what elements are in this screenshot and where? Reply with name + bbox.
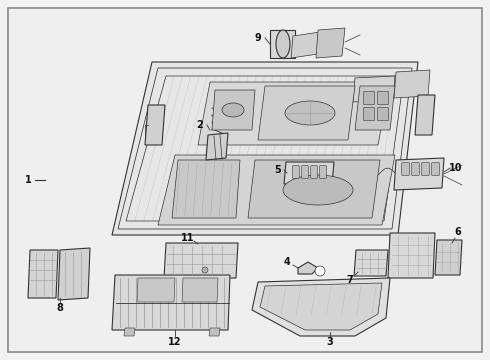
Text: 7: 7 — [346, 275, 353, 285]
FancyBboxPatch shape — [311, 166, 318, 178]
Text: 10: 10 — [449, 163, 463, 173]
Polygon shape — [355, 86, 395, 130]
Polygon shape — [354, 250, 388, 276]
Polygon shape — [258, 86, 355, 140]
Polygon shape — [415, 95, 435, 135]
Polygon shape — [28, 250, 58, 298]
Ellipse shape — [276, 30, 290, 58]
FancyBboxPatch shape — [8, 8, 482, 352]
Ellipse shape — [285, 101, 335, 125]
Polygon shape — [260, 283, 382, 330]
Polygon shape — [270, 30, 295, 58]
Polygon shape — [158, 155, 395, 225]
Text: 12: 12 — [168, 337, 182, 347]
Polygon shape — [353, 76, 395, 102]
Polygon shape — [145, 105, 165, 145]
FancyBboxPatch shape — [364, 108, 374, 121]
Text: 2: 2 — [196, 120, 203, 130]
Polygon shape — [248, 160, 380, 218]
Text: 1: 1 — [24, 175, 31, 185]
FancyBboxPatch shape — [302, 166, 308, 178]
Ellipse shape — [222, 103, 244, 117]
Polygon shape — [291, 32, 320, 58]
Polygon shape — [252, 278, 390, 336]
Text: 5: 5 — [274, 165, 281, 175]
FancyBboxPatch shape — [377, 91, 389, 104]
Polygon shape — [206, 133, 228, 160]
Polygon shape — [435, 240, 462, 275]
FancyBboxPatch shape — [364, 91, 374, 104]
Polygon shape — [112, 62, 418, 235]
Polygon shape — [298, 262, 318, 274]
Polygon shape — [388, 233, 435, 278]
FancyBboxPatch shape — [412, 163, 419, 175]
Text: 11: 11 — [181, 233, 195, 243]
Polygon shape — [316, 28, 345, 58]
Ellipse shape — [283, 175, 353, 205]
Polygon shape — [164, 243, 238, 278]
Polygon shape — [58, 248, 90, 300]
Polygon shape — [112, 275, 230, 330]
Polygon shape — [172, 160, 240, 218]
Text: 4: 4 — [284, 257, 291, 267]
Polygon shape — [394, 158, 444, 190]
Text: 6: 6 — [455, 227, 462, 237]
Text: 3: 3 — [327, 337, 333, 347]
FancyBboxPatch shape — [293, 166, 299, 178]
Circle shape — [202, 267, 208, 273]
Text: 8: 8 — [56, 303, 63, 313]
Text: 9: 9 — [255, 33, 261, 43]
Polygon shape — [137, 278, 175, 302]
Circle shape — [315, 266, 325, 276]
Polygon shape — [212, 90, 255, 130]
Polygon shape — [209, 328, 220, 336]
FancyBboxPatch shape — [432, 163, 440, 175]
Polygon shape — [124, 328, 135, 336]
Polygon shape — [198, 82, 390, 145]
FancyBboxPatch shape — [377, 108, 389, 121]
Polygon shape — [394, 70, 430, 98]
FancyBboxPatch shape — [422, 163, 429, 175]
Polygon shape — [182, 278, 218, 302]
FancyBboxPatch shape — [402, 163, 409, 175]
FancyBboxPatch shape — [319, 166, 326, 178]
Polygon shape — [284, 162, 334, 184]
